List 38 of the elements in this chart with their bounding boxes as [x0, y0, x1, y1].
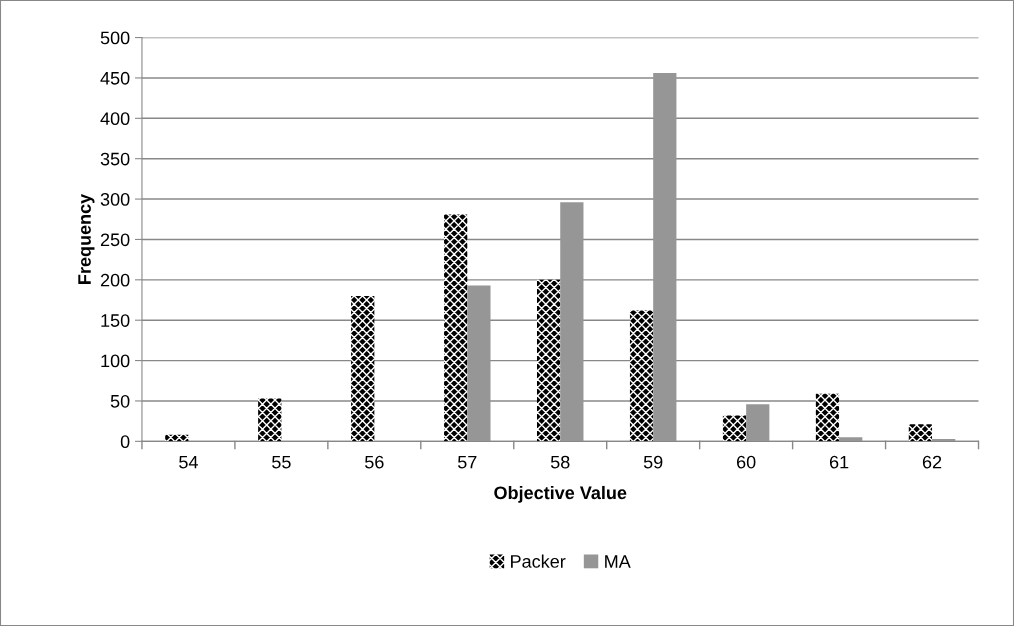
bar: [908, 424, 933, 442]
bar: [467, 285, 491, 442]
y-tick-label: 50: [110, 394, 130, 408]
x-tick-label: 55: [272, 455, 291, 469]
x-tick-label: 57: [457, 455, 477, 469]
bar: [444, 214, 468, 442]
bar: [629, 310, 654, 442]
bar: [746, 404, 770, 442]
y-tick-label: 150: [101, 314, 130, 327]
y-tick-label: 500: [100, 31, 130, 45]
y-tick-label: 300: [100, 193, 130, 206]
y-tick-label: 400: [100, 112, 130, 126]
y-tick-label: 100: [101, 354, 130, 368]
bar: [351, 295, 375, 442]
x-tick-label: 59: [643, 455, 663, 469]
bar: [258, 398, 282, 442]
y-tick-label: 350: [100, 152, 130, 166]
y-axis-title: Frequency: [78, 193, 95, 284]
legend-label: MA: [605, 555, 631, 568]
x-tick-label: 62: [922, 455, 942, 469]
bar: [653, 73, 677, 442]
bar: [165, 434, 189, 442]
x-axis-title: Objective Value: [494, 485, 627, 503]
bar: [537, 279, 561, 442]
x-tick-label: 58: [550, 455, 570, 469]
x-tick-label: 54: [179, 455, 198, 469]
y-tick-label: 0: [120, 435, 130, 449]
y-tick-label: 450: [100, 71, 130, 85]
y-tick-label: 200: [100, 273, 130, 287]
bar: [839, 437, 863, 442]
x-tick-label: 56: [365, 455, 384, 469]
bar: [722, 415, 747, 442]
y-tick-label: 250: [100, 233, 130, 247]
bar: [815, 393, 840, 442]
x-tick-label: 61: [829, 455, 849, 469]
legend-label: Packer: [511, 554, 566, 568]
x-tick-label: 60: [737, 455, 756, 469]
bar: [560, 202, 584, 442]
